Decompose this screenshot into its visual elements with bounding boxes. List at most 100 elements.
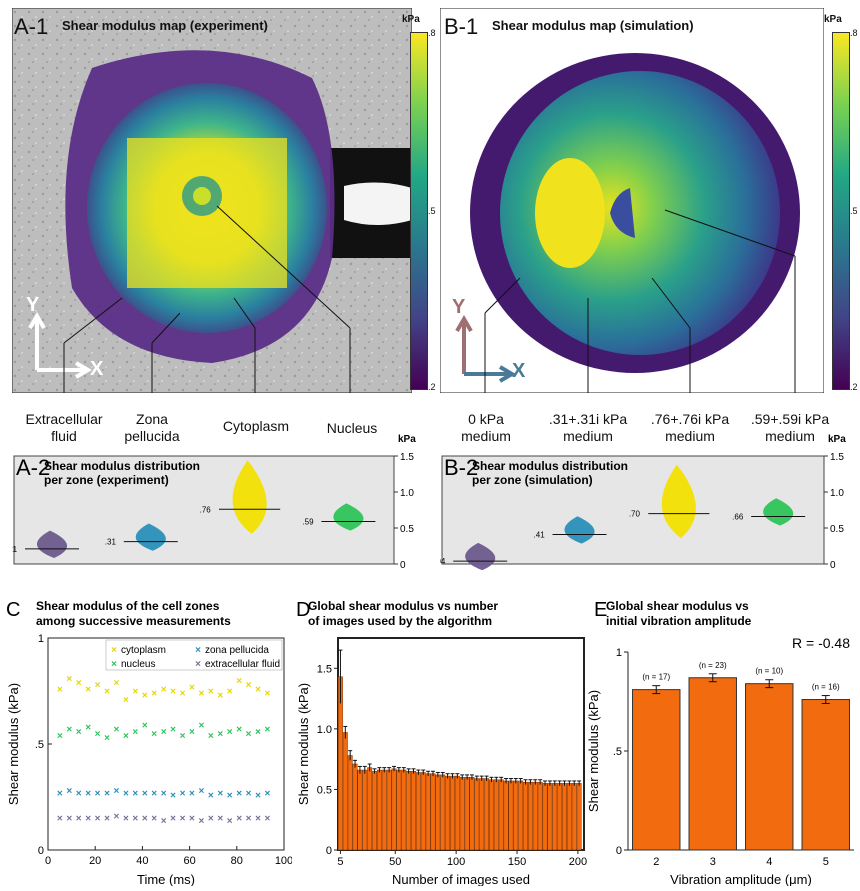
bar bbox=[562, 783, 567, 851]
panel-d: D Global shear modulus vs number of images… bbox=[290, 592, 590, 887]
legend-label: cytoplasm bbox=[121, 645, 166, 656]
data-point-nucleus: × bbox=[198, 720, 204, 731]
y-tick-label: 1.0 bbox=[830, 488, 844, 499]
data-point-nucleus: × bbox=[142, 720, 148, 731]
data-point-zona-pellucida: × bbox=[132, 788, 138, 799]
colorbar-tick: .8 bbox=[428, 28, 436, 38]
data-point-zona-pellucida: × bbox=[123, 788, 129, 799]
data-point-extracellular-fluid: × bbox=[227, 816, 233, 827]
zone-label-medium-2: .76+.76i kPa medium bbox=[640, 411, 740, 445]
data-point-extracellular-fluid: × bbox=[85, 814, 91, 825]
bar bbox=[576, 783, 582, 851]
zone-label-zona: Zona pellucida bbox=[110, 411, 194, 445]
legend-marker: × bbox=[195, 659, 201, 670]
colorbar-tick: .2 bbox=[428, 382, 436, 392]
shear-map-simulation bbox=[440, 8, 824, 393]
zone-line1: Nucleus bbox=[326, 420, 378, 436]
violin-shape bbox=[333, 503, 364, 531]
y-tick-label: 0 bbox=[830, 560, 836, 570]
data-point-zona-pellucida: × bbox=[170, 790, 176, 801]
panel-title-line2: per zone (experiment) bbox=[44, 473, 169, 487]
data-point-zona-pellucida: × bbox=[104, 788, 110, 799]
data-point-nucleus: × bbox=[255, 727, 261, 738]
x-axis-label: Time (ms) bbox=[137, 872, 195, 886]
axis-x-label: X bbox=[512, 360, 526, 382]
violin-shape bbox=[465, 542, 496, 571]
data-point-zona-pellucida: × bbox=[189, 788, 195, 799]
bar bbox=[557, 783, 563, 851]
bar bbox=[537, 781, 543, 851]
bar bbox=[381, 769, 387, 851]
sample-count: (n = 10) bbox=[755, 667, 783, 676]
panel-letter: E bbox=[594, 599, 607, 621]
bar bbox=[396, 769, 402, 851]
median-label: .41 bbox=[534, 530, 546, 539]
y-tick-label: .5 bbox=[35, 739, 44, 751]
bar bbox=[445, 775, 451, 851]
data-point-cytoplasm: × bbox=[142, 691, 148, 702]
data-point-extracellular-fluid: × bbox=[161, 816, 167, 827]
bar bbox=[450, 775, 455, 851]
data-point-extracellular-fluid: × bbox=[57, 814, 63, 825]
legend-label: nucleus bbox=[121, 659, 155, 670]
y-tick-label: 0 bbox=[616, 845, 622, 857]
y-tick-label: 1 bbox=[616, 647, 622, 659]
y-tick-label: 0 bbox=[38, 845, 44, 857]
bar bbox=[493, 779, 499, 851]
data-point-cytoplasm: × bbox=[180, 689, 186, 700]
data-point-extracellular-fluid: × bbox=[95, 814, 101, 825]
zone-line1: .59+.59i kPa bbox=[750, 411, 830, 427]
panel-letter: B-1 bbox=[444, 14, 479, 39]
data-point-zona-pellucida: × bbox=[114, 786, 120, 797]
data-point-zona-pellucida: × bbox=[161, 788, 167, 799]
data-point-zona-pellucida: × bbox=[57, 788, 63, 799]
bar bbox=[391, 768, 397, 851]
bar bbox=[474, 778, 480, 851]
data-point-cytoplasm: × bbox=[95, 680, 101, 691]
zone-line1: 0 kPa bbox=[468, 411, 504, 427]
y-tick-label: .5 bbox=[613, 746, 622, 758]
bar bbox=[347, 755, 353, 851]
bar bbox=[411, 771, 416, 851]
zone-line1: Cytoplasm bbox=[222, 418, 290, 434]
x-tick-label: 60 bbox=[183, 855, 195, 867]
x-tick-label: 0 bbox=[45, 855, 51, 867]
x-tick-label: 40 bbox=[136, 855, 148, 867]
y-tick-label: 1.0 bbox=[400, 488, 414, 499]
panel-c: C Shear modulus of the cell zones among su… bbox=[0, 592, 293, 887]
data-point-extracellular-fluid: × bbox=[208, 814, 214, 825]
colorbar-tick: .5 bbox=[428, 206, 436, 216]
data-point-nucleus: × bbox=[180, 731, 186, 742]
zone-line2: pellucida bbox=[124, 428, 180, 444]
data-point-zona-pellucida: × bbox=[265, 788, 271, 799]
data-point-nucleus: × bbox=[236, 725, 242, 736]
panel-title-line2: initial vibration amplitude bbox=[606, 614, 752, 628]
bar bbox=[464, 777, 470, 851]
median-label: .76 bbox=[200, 505, 212, 514]
y-tick-label: 0.5 bbox=[317, 784, 332, 796]
bar bbox=[571, 783, 577, 851]
data-point-extracellular-fluid: × bbox=[132, 814, 138, 825]
y-tick-label: 0 bbox=[400, 560, 406, 570]
bar bbox=[386, 769, 392, 851]
panel-b2: B-2 Shear modulus distribution per zone (s… bbox=[434, 430, 860, 571]
y-tick-label: 1 bbox=[38, 633, 44, 645]
bar bbox=[376, 769, 382, 851]
colorbar-unit: kPa bbox=[402, 14, 420, 25]
data-point-extracellular-fluid: × bbox=[265, 814, 271, 825]
bar bbox=[352, 763, 358, 851]
panel-b1: B-1 Shear modulus map (simulation) Y X bbox=[440, 8, 824, 393]
violin-shape bbox=[135, 523, 166, 551]
x-tick-label: 4 bbox=[766, 856, 772, 868]
data-point-zona-pellucida: × bbox=[246, 788, 252, 799]
data-point-extracellular-fluid: × bbox=[180, 814, 186, 825]
colorbar-gradient bbox=[410, 32, 428, 390]
bar bbox=[454, 775, 460, 851]
bar bbox=[342, 732, 348, 851]
data-point-nucleus: × bbox=[227, 727, 233, 738]
bar bbox=[415, 772, 421, 851]
panel-title: Shear modulus map (experiment) bbox=[62, 18, 268, 33]
colorbar-tick: .2 bbox=[850, 382, 858, 392]
